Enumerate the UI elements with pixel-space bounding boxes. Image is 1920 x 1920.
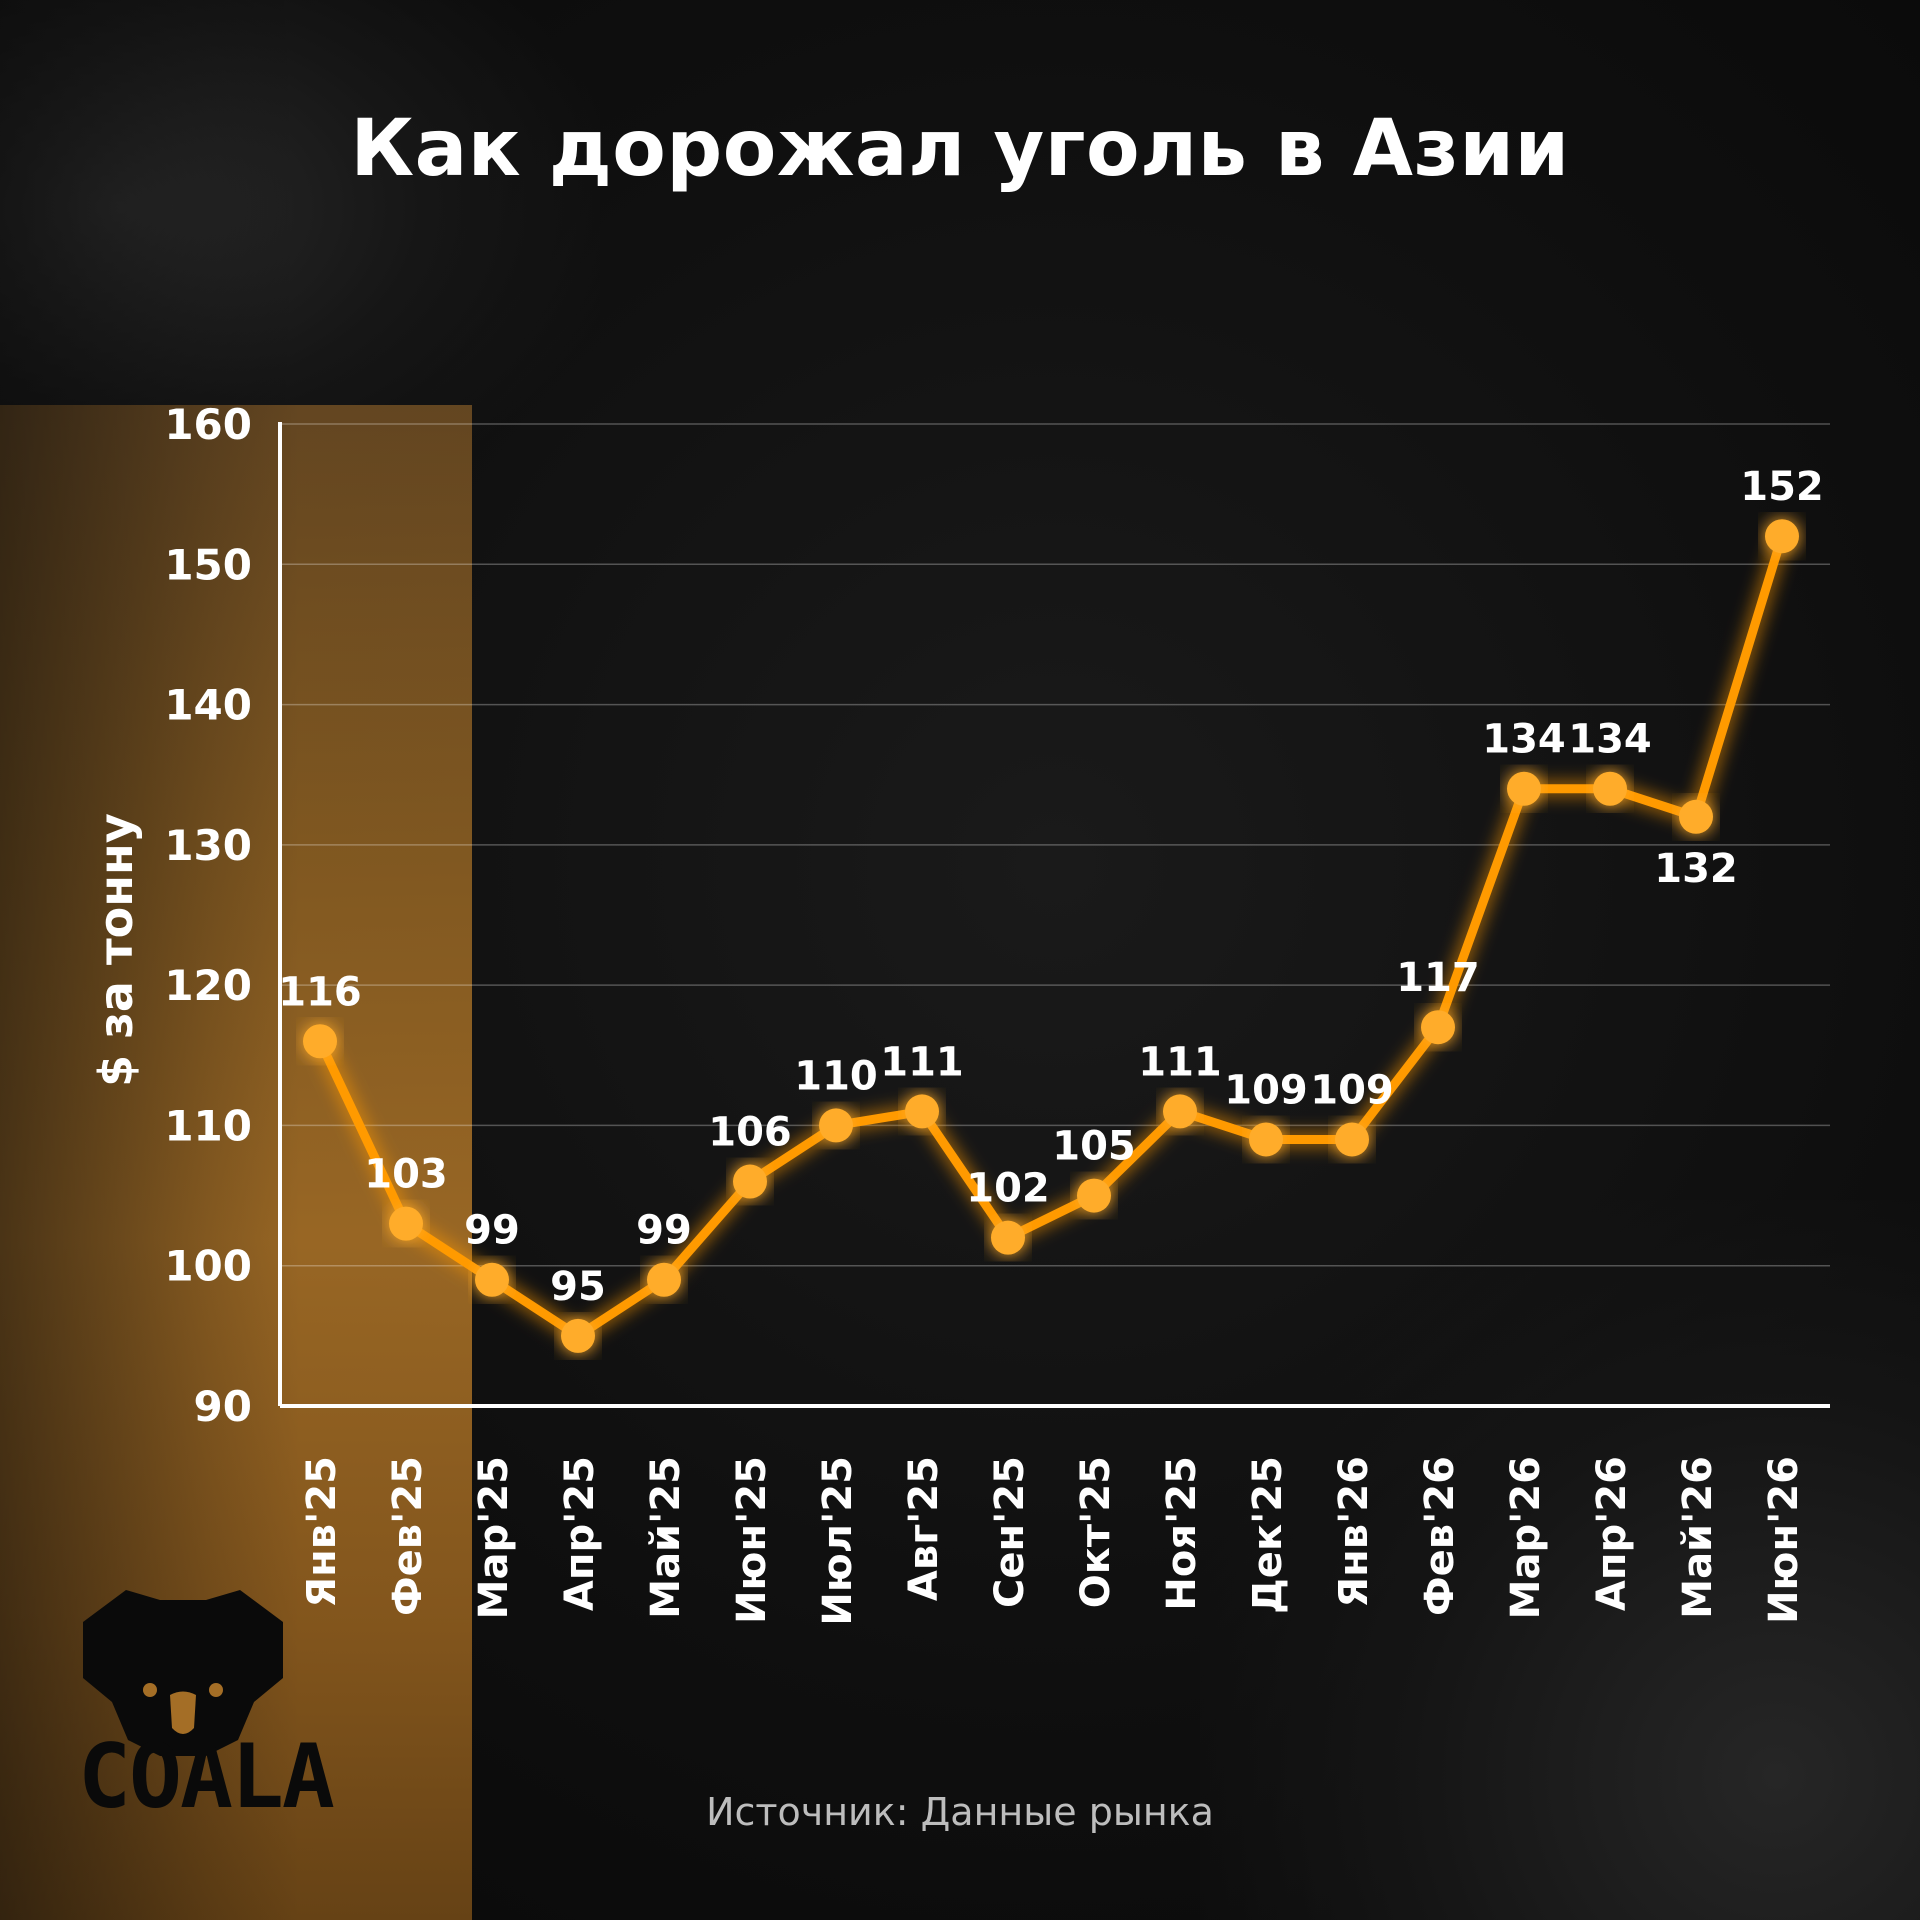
y-tick-label-100: 100: [164, 1242, 252, 1291]
data-point: [1679, 799, 1713, 834]
y-tick-label-140: 140: [164, 681, 252, 730]
x-tick-label: Мар'26: [1503, 1456, 1549, 1619]
x-tick-label: Окт'25: [1073, 1456, 1119, 1608]
data-point: [1593, 771, 1627, 806]
y-tick-labels: 90 100 110 120 130 140 150 160: [164, 400, 252, 1431]
data-label: 106: [708, 1110, 792, 1156]
data-label: 134: [1568, 717, 1652, 763]
y-tick-label-120: 120: [164, 961, 252, 1010]
koala-head-icon: [83, 1590, 283, 1756]
data-point: [647, 1262, 681, 1297]
data-label: 99: [464, 1208, 520, 1254]
data-point: [1765, 519, 1799, 554]
data-label: 109: [1224, 1067, 1308, 1113]
data-point: [819, 1108, 853, 1143]
x-tick-label: Авг'25: [901, 1456, 947, 1601]
data-label: 105: [1052, 1124, 1136, 1170]
x-tick-label: Май'25: [643, 1456, 689, 1619]
data-label: 152: [1740, 464, 1824, 510]
x-tick-label: Июн'25: [729, 1456, 775, 1624]
data-label: 109: [1310, 1067, 1394, 1113]
chart-title: Как дорожал уголь в Азии: [350, 104, 1570, 194]
data-label: 102: [966, 1166, 1050, 1212]
data-label: 95: [550, 1264, 606, 1310]
y-tick-label-110: 110: [164, 1101, 252, 1150]
data-point: [733, 1164, 767, 1199]
y-tick-label-160: 160: [164, 400, 252, 449]
x-tick-label: Июн'26: [1761, 1456, 1807, 1624]
data-label: 132: [1654, 846, 1738, 892]
data-point: [1421, 1010, 1455, 1045]
x-tick-label: Апр'25: [557, 1456, 603, 1611]
source-note: Источник: Данные рынка: [706, 1790, 1214, 1834]
series-price: [303, 519, 1799, 1353]
series-line: [315, 531, 1787, 1341]
x-tick-label: Янв'25: [299, 1456, 345, 1608]
data-point: [475, 1262, 509, 1297]
axes: [278, 422, 1830, 1408]
data-point: [1249, 1122, 1283, 1157]
x-tick-label: Май'26: [1675, 1456, 1721, 1619]
data-point: [389, 1206, 423, 1241]
data-label: 103: [364, 1152, 448, 1198]
data-point: [303, 1024, 337, 1059]
x-tick-label: Апр'26: [1589, 1456, 1635, 1611]
x-tick-label: Фев'25: [385, 1456, 431, 1616]
y-tick-label-150: 150: [164, 540, 252, 589]
y-tick-label-130: 130: [164, 821, 252, 870]
x-tick-label: Фев'26: [1417, 1456, 1463, 1616]
data-label: 111: [1138, 1039, 1222, 1085]
data-label: 116: [278, 969, 362, 1015]
data-label: 117: [1396, 955, 1480, 1001]
data-label: 111: [880, 1039, 964, 1085]
x-tick-labels: Янв'25 Фев'25 Мар'25 Апр'25 Май'25 Июн'25 Июл'…: [299, 1456, 1807, 1626]
data-point: [1163, 1094, 1197, 1129]
data-point: [1335, 1122, 1369, 1157]
y-axis-title: $ за тонну: [89, 813, 143, 1087]
x-tick-label: Мар'25: [471, 1456, 517, 1619]
x-tick-label: Ноя'25: [1159, 1456, 1205, 1611]
coal-rocks-background-bottom: [1200, 1200, 1920, 1920]
x-tick-label: Янв'26: [1331, 1456, 1377, 1608]
data-label: 134: [1482, 717, 1566, 763]
data-point: [1507, 771, 1541, 806]
y-tick-label-90: 90: [194, 1382, 252, 1431]
data-point: [561, 1318, 595, 1353]
data-label: 110: [794, 1053, 878, 1099]
data-label: 99: [636, 1208, 692, 1254]
data-point: [1077, 1178, 1111, 1213]
gridlines: [280, 423, 1830, 1267]
x-tick-label: Сен'25: [987, 1456, 1033, 1608]
x-tick-label: Июл'25: [815, 1456, 861, 1626]
x-tick-label: Дек'25: [1245, 1456, 1291, 1614]
data-point: [991, 1220, 1025, 1255]
data-point: [905, 1094, 939, 1129]
